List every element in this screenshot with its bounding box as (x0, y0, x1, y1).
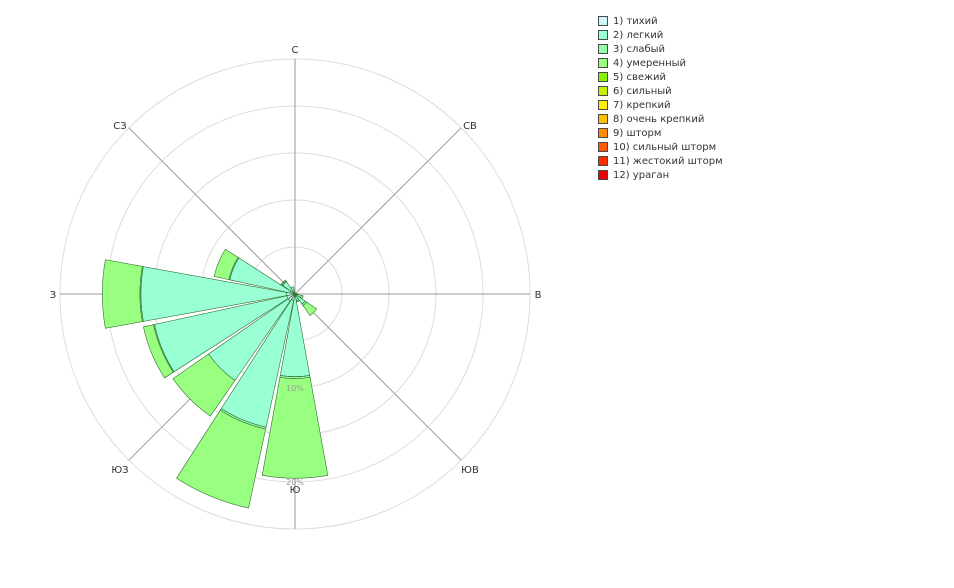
legend-swatch (598, 142, 608, 152)
wind-bar-segment (143, 324, 174, 379)
legend-swatch (598, 44, 608, 54)
legend-item[interactable]: 7) крепкий (598, 98, 723, 112)
wind-bar-segment (302, 301, 318, 317)
legend-item[interactable]: 12) ураган (598, 168, 723, 182)
legend-label: 12) ураган (613, 169, 670, 181)
legend-swatch (598, 100, 608, 110)
legend-item[interactable]: 6) сильный (598, 84, 723, 98)
legend-label: 8) очень крепкий (613, 113, 705, 125)
wind-bar-segment (290, 286, 295, 293)
legend-swatch (598, 16, 608, 26)
direction-label: С (292, 45, 299, 56)
legend: 1) тихий 2) легкий 3) слабый 4) умеренный 5)… (598, 14, 723, 182)
direction-label: СЗ (113, 121, 126, 132)
legend-item[interactable]: 4) умеренный (598, 56, 723, 70)
legend-swatch (598, 156, 608, 166)
wind-bars (101, 248, 329, 509)
legend-item[interactable]: 1) тихий (598, 14, 723, 28)
legend-label: 10) сильный шторм (613, 141, 717, 153)
direction-label: СВ (463, 121, 477, 132)
legend-item[interactable]: 11) жестокий шторм (598, 154, 723, 168)
legend-label: 1) тихий (613, 15, 658, 27)
direction-label: З (50, 290, 56, 301)
legend-swatch (598, 30, 608, 40)
wind-bar-segment (172, 353, 236, 417)
legend-item[interactable]: 3) слабый (598, 42, 723, 56)
legend-item[interactable]: 8) очень крепкий (598, 112, 723, 126)
legend-label: 3) слабый (613, 43, 666, 55)
direction-label: ЮЗ (111, 465, 128, 476)
axis-line (128, 127, 296, 295)
direction-label: Ю (290, 485, 301, 496)
legend-label: 11) жестокий шторм (613, 155, 723, 167)
wind-bar-segment (101, 259, 143, 329)
wind-bar-segment (261, 376, 329, 479)
legend-label: 5) свежий (613, 71, 666, 83)
legend-label: 7) крепкий (613, 99, 671, 111)
axis-line (294, 127, 462, 295)
direction-label: В (535, 290, 542, 301)
legend-item[interactable]: 2) легкий (598, 28, 723, 42)
legend-label: 4) умеренный (613, 57, 687, 69)
wind-bar-segment (213, 248, 239, 280)
direction-label: ЮВ (461, 465, 479, 476)
legend-swatch (598, 170, 608, 180)
legend-item[interactable]: 5) свежий (598, 70, 723, 84)
legend-swatch (598, 58, 608, 68)
legend-swatch (598, 86, 608, 96)
radial-tick-label: 10% (286, 384, 304, 393)
wind-bar-segment (176, 409, 267, 509)
radial-tick-labels: 10% 20% (286, 384, 304, 487)
legend-swatch (598, 72, 608, 82)
legend-label: 9) шторм (613, 127, 662, 139)
legend-label: 2) легкий (613, 29, 664, 41)
radial-tick-label: 20% (286, 478, 304, 487)
legend-item[interactable]: 9) шторм (598, 126, 723, 140)
legend-swatch (598, 114, 608, 124)
wind-bar-segment (280, 279, 287, 286)
legend-item[interactable]: 10) сильный шторм (598, 140, 723, 154)
legend-label: 6) сильный (613, 85, 672, 97)
direction-labels: С СВ В ЮВ Ю ЮЗ З СЗ (50, 45, 542, 496)
axis-line (294, 293, 462, 461)
legend-swatch (598, 128, 608, 138)
